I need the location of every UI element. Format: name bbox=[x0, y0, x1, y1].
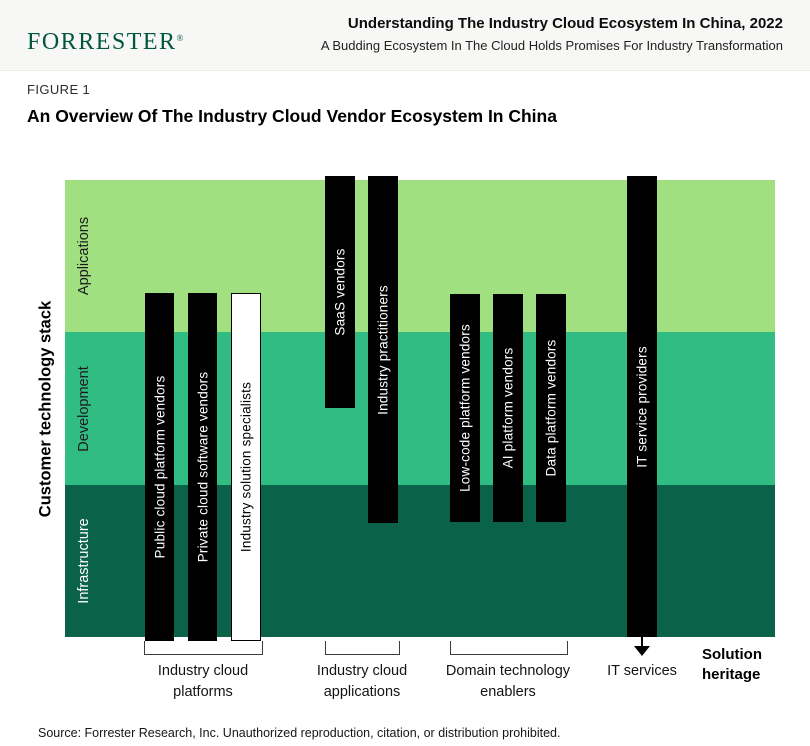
bar-label: Industry practitioners bbox=[375, 284, 391, 415]
bracket-domain-technology-enablers bbox=[450, 641, 568, 655]
layer-development-label: Development bbox=[76, 365, 92, 452]
group-label-line: Industry cloud bbox=[316, 663, 408, 679]
group-label-industry-cloud-applications: Industry cloud applications bbox=[317, 661, 407, 703]
group-label-line: IT services bbox=[607, 663, 677, 679]
bar-label: Private cloud software vendors bbox=[195, 371, 210, 563]
bar-ai-platform-vendors: AI platform vendors bbox=[493, 294, 523, 522]
x-axis-label-solution-heritage: Solution heritage bbox=[702, 645, 762, 685]
bracket-industry-cloud-applications bbox=[325, 641, 400, 655]
group-label-line: Industry cloud bbox=[157, 663, 249, 679]
source-note: Source: Forrester Research, Inc. Unautho… bbox=[38, 726, 561, 740]
group-label-line: enablers bbox=[480, 684, 536, 700]
figure-number: FIGURE 1 bbox=[27, 82, 91, 97]
forrester-logo-text: FORRESTER bbox=[27, 29, 177, 55]
y-axis-label: Customer technology stack bbox=[36, 300, 55, 518]
bar-label: Low-code platform vendors bbox=[457, 324, 473, 492]
down-arrow-icon bbox=[634, 646, 650, 656]
bar-low-code-platform-vendors: Low-code platform vendors bbox=[450, 294, 480, 522]
group-label-domain-technology-enablers: Domain technology enablers bbox=[446, 661, 570, 703]
bar-industry-solution-specialists: Industry solution specialists bbox=[231, 293, 261, 641]
bar-label: Industry solution specialists bbox=[238, 381, 254, 553]
bracket-industry-cloud-platforms bbox=[144, 641, 263, 655]
bar-saas-vendors: SaaS vendors bbox=[325, 176, 355, 408]
bar-public-cloud-platform-vendors: Public cloud platform vendors bbox=[145, 293, 174, 641]
group-label-line: Domain technology bbox=[445, 663, 571, 679]
layer-infrastructure-label: Infrastructure bbox=[76, 518, 92, 604]
group-label-line: platforms bbox=[173, 684, 233, 700]
group-label-industry-cloud-platforms: Industry cloud platforms bbox=[158, 661, 248, 703]
report-subtitle: A Budding Ecosystem In The Cloud Holds P… bbox=[320, 38, 783, 53]
forrester-logo: FORRESTER® bbox=[27, 29, 183, 56]
bar-label: AI platform vendors bbox=[500, 347, 516, 469]
report-header: FORRESTER® Understanding The Industry Cl… bbox=[0, 0, 810, 71]
x-axis-label-line: Solution bbox=[702, 646, 762, 663]
bar-it-service-providers: IT service providers bbox=[627, 176, 657, 637]
bar-label: Data platform vendors bbox=[543, 339, 559, 477]
bar-label: IT service providers bbox=[634, 345, 650, 468]
group-label-it-services: IT services bbox=[607, 661, 677, 682]
bar-private-cloud-software-vendors: Private cloud software vendors bbox=[188, 293, 217, 641]
down-arrow-stem bbox=[641, 637, 643, 646]
bar-data-platform-vendors: Data platform vendors bbox=[536, 294, 566, 522]
group-label-line: applications bbox=[323, 684, 401, 700]
layer-applications-label: Applications bbox=[76, 216, 92, 296]
bar-industry-practitioners: Industry practitioners bbox=[368, 176, 398, 523]
x-axis-label-line: heritage bbox=[702, 666, 761, 683]
bar-label: SaaS vendors bbox=[332, 248, 348, 336]
report-title: Understanding The Industry Cloud Ecosyst… bbox=[347, 15, 783, 32]
registered-trademark-icon: ® bbox=[176, 33, 184, 43]
bar-label: Public cloud platform vendors bbox=[152, 375, 167, 559]
figure-title: An Overview Of The Industry Cloud Vendor… bbox=[27, 106, 557, 126]
